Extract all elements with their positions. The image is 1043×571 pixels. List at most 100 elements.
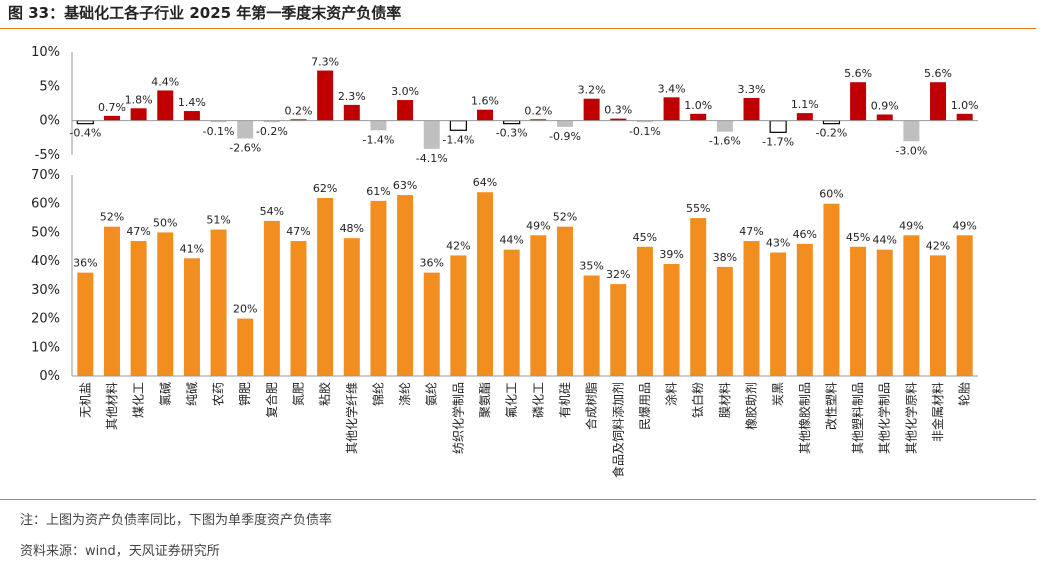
bottom-y-tick-label: 40% xyxy=(31,254,60,269)
category-label: 聚氨酯 xyxy=(478,382,492,418)
top-data-label: 1.6% xyxy=(471,95,499,108)
bottom-bar xyxy=(210,229,227,376)
bottom-bar xyxy=(636,246,653,376)
category-label: 复合肥 xyxy=(264,382,279,418)
figure-title: 图 33：基础化工各子行业 2025 年第一季度末资产负债率 xyxy=(8,4,402,22)
bottom-data-label: 64% xyxy=(473,176,497,189)
category-label: 其他橡胶制品 xyxy=(797,382,812,454)
top-data-label: -0.4% xyxy=(69,127,101,140)
top-data-label: -0.2% xyxy=(256,125,288,138)
bottom-data-label: 46% xyxy=(793,228,817,241)
bottom-data-label: 35% xyxy=(579,260,603,273)
category-label: 其他化学制品 xyxy=(877,382,892,454)
top-bar xyxy=(956,113,973,121)
top-data-label: 1.0% xyxy=(684,99,712,112)
bottom-data-label: 20% xyxy=(233,303,257,316)
top-y-tick-label: 10% xyxy=(31,45,60,60)
bottom-data-label: 49% xyxy=(526,219,550,232)
bottom-data-label: 45% xyxy=(633,231,657,244)
category-label: 锦纶 xyxy=(371,382,385,406)
bottom-data-label: 39% xyxy=(659,248,683,261)
top-data-label: -1.4% xyxy=(442,133,474,146)
top-data-label: 0.3% xyxy=(604,104,632,117)
bottom-data-label: 49% xyxy=(952,219,976,232)
bottom-bar xyxy=(823,203,840,376)
figure-source: 资料来源：wind，天风证券研究所 xyxy=(20,544,220,559)
category-label: 氮肥 xyxy=(291,382,306,406)
top-data-label: 0.2% xyxy=(285,104,313,117)
bottom-data-label: 32% xyxy=(606,268,630,281)
category-label: 炭黑 xyxy=(771,382,785,406)
top-data-label: -0.1% xyxy=(203,125,235,138)
bottom-bar xyxy=(716,266,733,376)
bottom-chart-ratio: 0%10%20%30%40%50%60%70%36%52%47%50%41%51… xyxy=(31,168,978,384)
category-label: 涂料 xyxy=(664,382,679,406)
footer-rule xyxy=(0,499,1036,500)
top-data-label: 5.6% xyxy=(844,67,872,80)
bottom-y-tick-label: 70% xyxy=(31,168,60,183)
bottom-bar xyxy=(130,241,147,376)
top-data-label: 1.8% xyxy=(125,93,153,106)
bottom-data-label: 48% xyxy=(340,222,364,235)
top-data-label: 2.3% xyxy=(338,90,366,103)
bottom-bar xyxy=(237,318,254,376)
bottom-bar xyxy=(663,264,680,376)
bottom-bar xyxy=(903,235,920,376)
top-bar xyxy=(583,98,600,121)
category-label: 氯碱 xyxy=(158,382,172,406)
bottom-data-label: 60% xyxy=(819,188,843,201)
bottom-bar xyxy=(450,255,467,376)
bottom-data-label: 61% xyxy=(366,185,390,198)
category-label: 合成树脂 xyxy=(584,382,599,430)
bottom-data-label: 44% xyxy=(873,234,897,247)
bottom-bar xyxy=(690,218,707,376)
top-bar xyxy=(850,82,867,121)
bottom-data-label: 51% xyxy=(206,214,230,227)
category-label: 煤化工 xyxy=(132,382,146,418)
top-bar xyxy=(796,113,813,121)
top-bar xyxy=(370,120,387,131)
bottom-data-label: 36% xyxy=(420,257,444,270)
bottom-bar xyxy=(530,235,547,376)
bottom-bar xyxy=(343,238,360,376)
top-data-label: 1.4% xyxy=(178,96,206,109)
category-label: 纯碱 xyxy=(185,382,199,406)
top-bar xyxy=(610,118,627,121)
top-bar xyxy=(477,109,494,121)
category-label: 民爆用品 xyxy=(638,382,652,430)
top-bar xyxy=(636,120,653,123)
top-bar xyxy=(530,119,547,121)
bottom-bar xyxy=(503,249,520,376)
bottom-data-label: 43% xyxy=(766,237,790,250)
top-data-label: 5.6% xyxy=(924,67,952,80)
top-chart-yoy: -5% 0% 5% 10% -0.4% 0.7%1.8% 4.4% 1.4% -0.1% -2.6… xyxy=(31,45,979,165)
bottom-data-label: 45% xyxy=(846,231,870,244)
bottom-data-label: 47% xyxy=(126,225,150,238)
top-data-label: 1.1% xyxy=(791,98,819,111)
top-data-label: -1.4% xyxy=(362,133,394,146)
top-data-label: -1.6% xyxy=(709,135,741,148)
category-axis: 无机盐 其他材料 煤化工 氯碱 纯碱 农药 钾肥 复合肥 氮肥 粘胶 其他化学纤维 锦纶 涤纶 氨纶 纺织化… xyxy=(78,382,971,478)
top-bar xyxy=(263,120,280,123)
category-label: 磷化工 xyxy=(530,382,545,418)
top-data-label: 0.2% xyxy=(524,104,552,117)
category-label: 膜材料 xyxy=(718,382,732,418)
top-bar xyxy=(449,120,467,131)
top-bar xyxy=(716,120,733,132)
top-bar xyxy=(930,82,947,121)
bottom-data-label: 47% xyxy=(739,225,763,238)
bottom-y-tick-label: 20% xyxy=(31,312,60,327)
top-bar xyxy=(397,100,414,121)
bottom-data-label: 42% xyxy=(446,239,470,252)
category-label: 其他化学纤维 xyxy=(344,382,359,454)
bottom-data-label: 52% xyxy=(100,211,124,224)
category-label: 食品及饲料添加剂 xyxy=(610,382,625,478)
bottom-bar xyxy=(397,195,414,376)
bottom-data-label: 52% xyxy=(553,211,577,224)
top-data-label: 3.4% xyxy=(658,82,686,95)
bottom-bar xyxy=(876,249,893,376)
chart-canvas: -5% 0% 5% 10% -0.4% 0.7%1.8% 4.4% 1.4% -0.1% -2.6… xyxy=(31,45,979,478)
top-data-label: -3.0% xyxy=(895,144,927,157)
bottom-bar xyxy=(263,220,280,376)
figure-note: 注：上图为资产负债率同比，下图为单季度资产负债率 xyxy=(20,513,333,528)
